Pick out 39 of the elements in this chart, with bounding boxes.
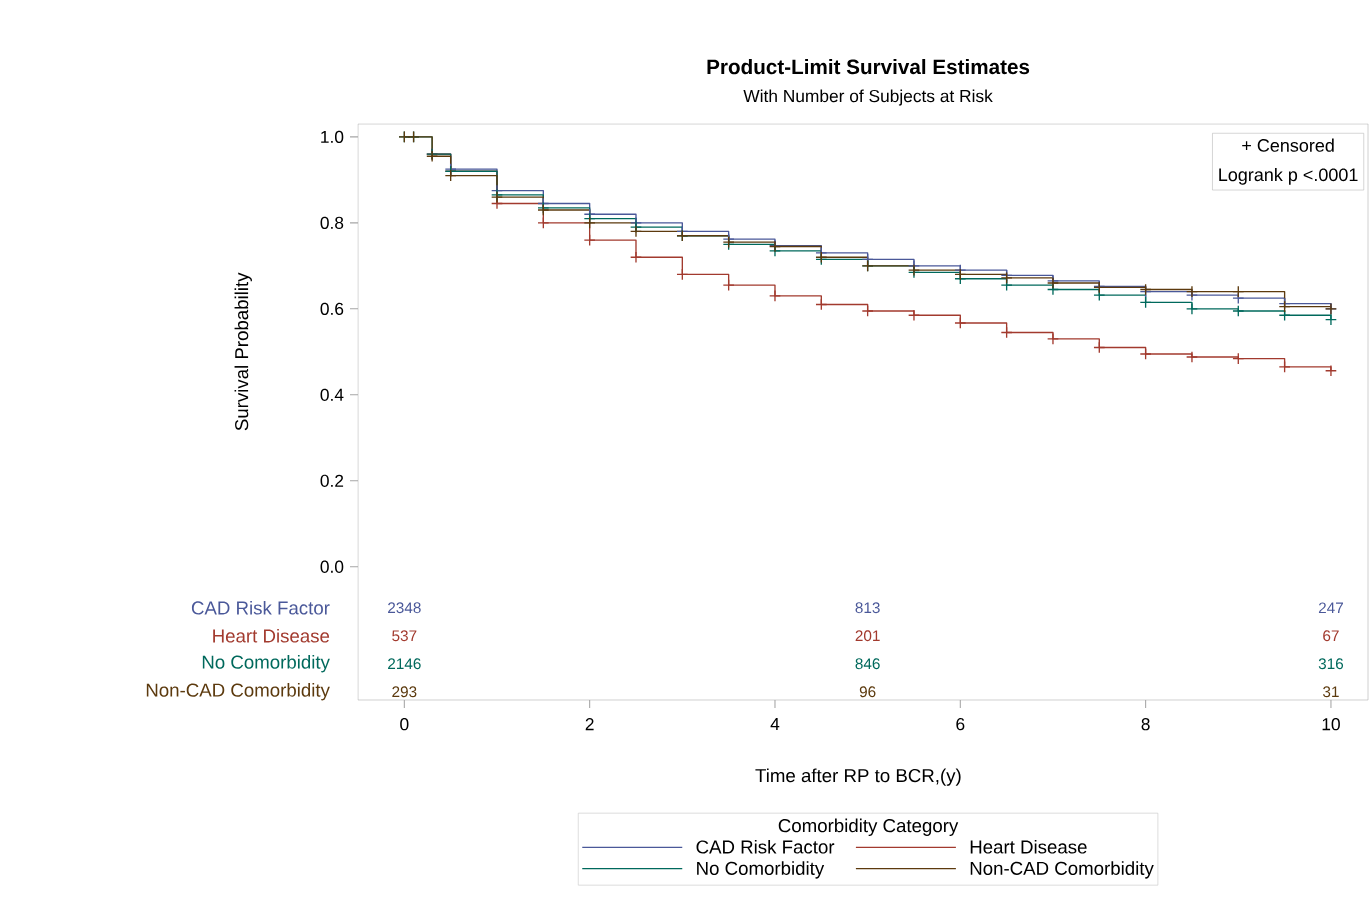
annotation: 293 [392,686,417,698]
annotation: 201 [855,630,880,642]
legend-title: Comorbidity Category [778,818,959,836]
annotation: 2348 [388,602,421,614]
x-tick-label: 2 [585,718,594,731]
y-tick-label: 0.0 [320,560,344,573]
annotation: 31 [1323,686,1339,698]
annotation: 537 [392,630,417,642]
chart-subtitle: With Number of Subjects at Risk [743,89,993,106]
annotation: 96 [859,686,876,698]
text: No Comorbidity [202,655,330,673]
y-tick-label: 0.4 [320,388,344,401]
y-tick-label: 0.8 [320,216,344,229]
annotation: 813 [855,602,880,614]
annotation: Logrank p <.0001 [1219,167,1358,185]
y-tick-label: 1.0 [321,130,344,144]
annotation: 67 [1323,630,1339,642]
x-tick-label: 4 [770,718,780,730]
text: Heart Disease [970,839,1087,854]
x-tick-label: 8 [1141,718,1150,731]
x-tick-label: 0 [400,718,409,731]
x-tick-label: 10 [1322,718,1340,731]
text: Non-CAD Comorbidity [970,861,1154,879]
annotation: 316 [1318,658,1344,670]
x-axis-title: Time after RP to BCR,(y) [755,768,961,786]
y-tick-label: 0.2 [320,474,344,487]
text: CAD Risk Factor [696,839,835,854]
text: No Comorbidity [697,861,825,879]
text: CAD Risk Factor [191,600,330,615]
annotation: 2146 [388,658,421,670]
text: Non-CAD Comorbidity [146,683,330,701]
chart-title: Product-Limit Survival Estimates [707,59,1030,75]
annotation: 247 [1318,602,1343,614]
annotation: 846 [855,658,880,670]
text: Heart Disease [213,628,330,643]
y-axis-title: Survival Probability [234,272,252,431]
y-tick-label: 0.6 [320,302,344,315]
x-tick-label: 6 [956,718,965,731]
annotation: + Censored [1242,138,1334,152]
